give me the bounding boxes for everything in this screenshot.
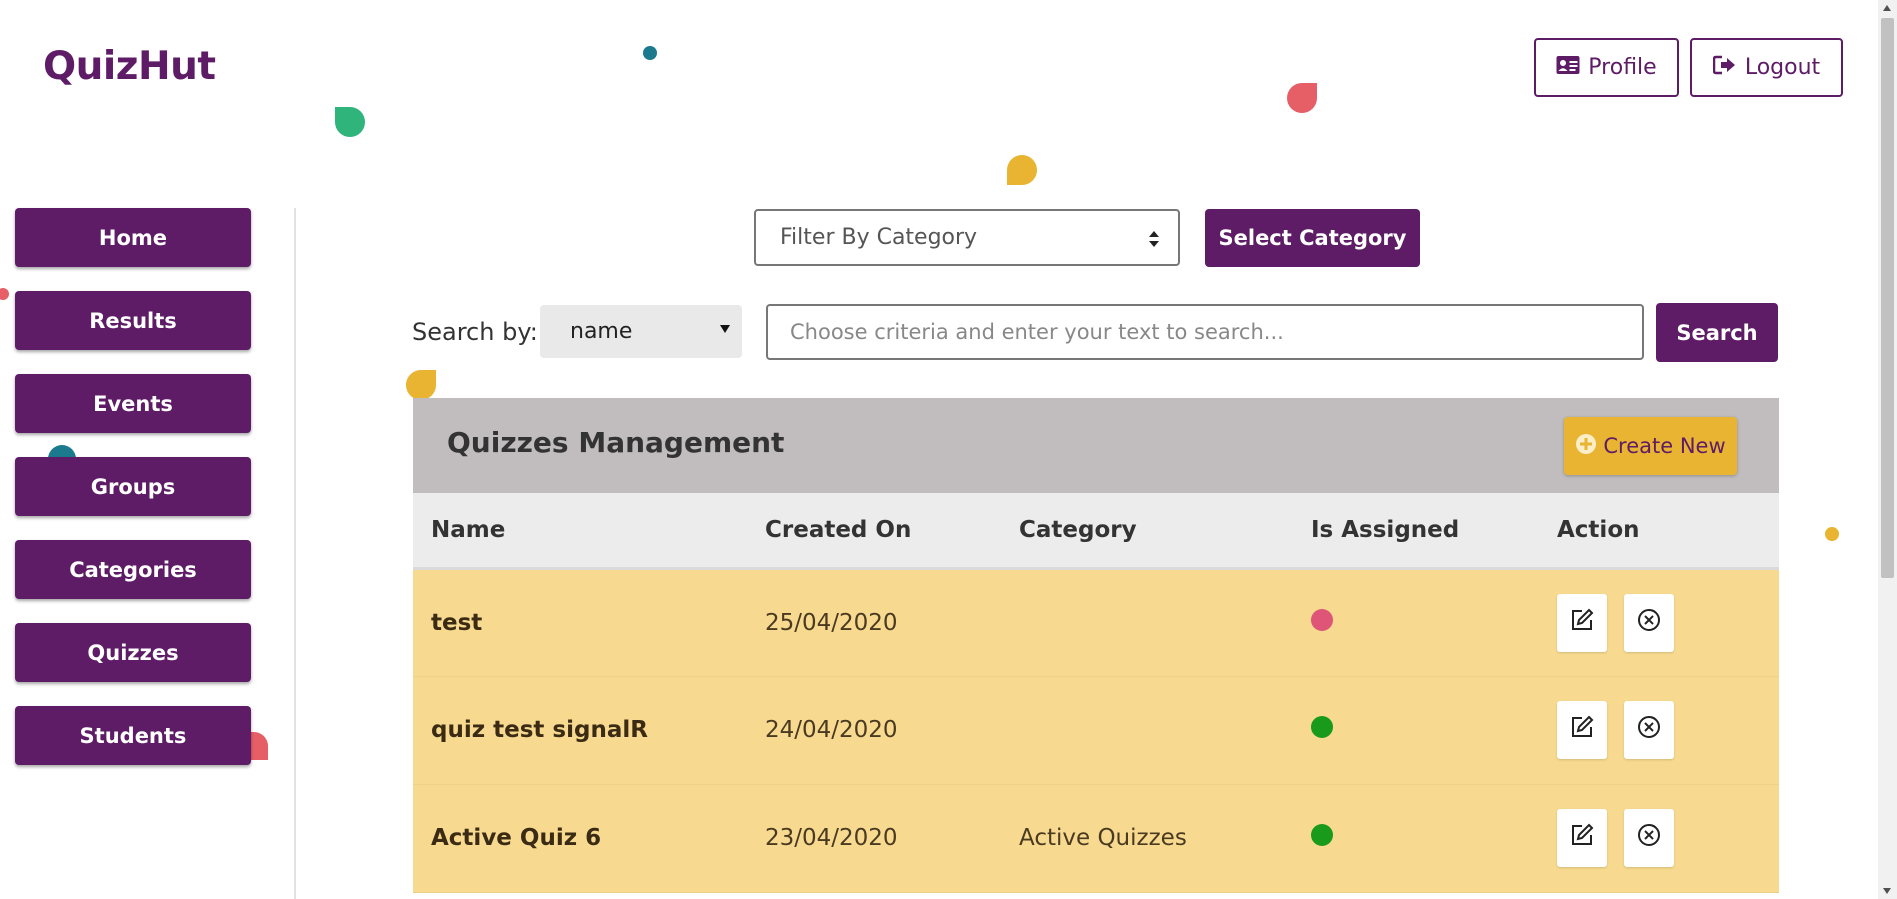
edit-icon — [1569, 714, 1595, 746]
select-category-button[interactable]: Select Category — [1205, 209, 1420, 267]
decorative-drop — [1287, 83, 1317, 113]
quizzes-management-panel: Quizzes Management Create New Name Creat… — [413, 398, 1779, 899]
edit-button[interactable] — [1557, 593, 1607, 652]
quiz-created-on: 25/04/2020 — [765, 609, 898, 636]
quiz-category: Active Quizzes — [1019, 825, 1187, 851]
table-header-row: Name Created On Category Is Assigned Act… — [413, 493, 1779, 568]
assigned-status-dot — [1311, 716, 1333, 738]
quiz-actions — [1539, 784, 1779, 892]
id-card-icon — [1556, 55, 1580, 81]
quiz-is-assigned — [1293, 676, 1539, 784]
profile-button[interactable]: Profile — [1534, 38, 1679, 97]
sidebar-divider — [294, 208, 296, 899]
column-header-created-on[interactable]: Created On — [765, 516, 912, 543]
decorative-drop — [1007, 155, 1037, 185]
delete-button[interactable] — [1624, 809, 1675, 867]
quiz-is-assigned — [1293, 784, 1539, 892]
caret-down-icon — [720, 325, 730, 333]
table-row: quiz test signalR 24/04/2020 — [413, 676, 1779, 784]
column-header-action: Action — [1557, 516, 1640, 543]
logout-button-label: Logout — [1744, 55, 1821, 80]
plus-circle-icon — [1575, 433, 1597, 460]
search-by-label: Search by: — [412, 318, 538, 346]
assigned-status-dot — [1311, 824, 1333, 846]
x-circle-icon — [1636, 714, 1662, 746]
sidebar-item-categories[interactable]: Categories — [15, 540, 251, 599]
decorative-dot — [0, 288, 9, 300]
table-row: test 25/04/2020 — [413, 568, 1779, 676]
column-header-name[interactable]: Name — [431, 516, 506, 543]
panel-title: Quizzes Management — [447, 426, 785, 459]
decorative-drop — [250, 732, 268, 760]
sidebar: Home Results Events Groups Categories Qu… — [15, 208, 252, 789]
quiz-name: quiz test signalR — [431, 717, 648, 743]
scrollbar-thumb[interactable] — [1881, 18, 1894, 578]
sidebar-item-home[interactable]: Home — [15, 208, 251, 267]
scroll-down-icon[interactable] — [1883, 888, 1891, 894]
decorative-drop — [406, 370, 436, 400]
profile-button-label: Profile — [1588, 55, 1657, 80]
quizzes-table: Name Created On Category Is Assigned Act… — [413, 493, 1779, 893]
quiz-category — [1001, 676, 1293, 784]
search-button[interactable]: Search — [1656, 303, 1778, 362]
sidebar-item-results[interactable]: Results — [15, 291, 251, 350]
edit-button[interactable] — [1557, 809, 1607, 867]
search-criteria-value: name — [570, 319, 633, 344]
quiz-is-assigned — [1293, 568, 1539, 676]
create-new-button[interactable]: Create New — [1564, 417, 1737, 475]
brand-logo[interactable]: QuizHut — [43, 44, 216, 89]
decorative-dot — [1825, 527, 1839, 541]
create-new-label: Create New — [1603, 434, 1726, 458]
search-criteria-select[interactable]: name — [540, 305, 742, 358]
x-circle-icon — [1636, 822, 1662, 854]
logout-button[interactable]: Logout — [1690, 38, 1843, 97]
edit-icon — [1569, 607, 1595, 639]
sidebar-item-events[interactable]: Events — [15, 374, 251, 433]
edit-button[interactable] — [1557, 701, 1607, 759]
category-filter-select[interactable]: Filter By Category — [754, 209, 1180, 266]
decorative-dot — [643, 46, 657, 60]
column-header-category[interactable]: Category — [1019, 516, 1137, 543]
sidebar-item-quizzes[interactable]: Quizzes — [15, 623, 251, 682]
quiz-name: test — [431, 609, 483, 636]
delete-button[interactable] — [1624, 701, 1675, 759]
quiz-actions — [1539, 568, 1779, 676]
delete-button[interactable] — [1624, 593, 1675, 652]
quiz-category — [1001, 568, 1293, 676]
search-input[interactable] — [766, 304, 1644, 360]
scroll-up-icon[interactable] — [1883, 5, 1891, 11]
x-circle-icon — [1636, 607, 1662, 639]
edit-icon — [1569, 822, 1595, 854]
sidebar-item-groups[interactable]: Groups — [15, 457, 251, 516]
category-filter-value: Filter By Category — [780, 225, 978, 250]
column-header-is-assigned[interactable]: Is Assigned — [1311, 516, 1460, 543]
sort-arrows-icon — [1148, 229, 1160, 249]
quiz-created-on: 24/04/2020 — [765, 717, 898, 743]
quiz-name: Active Quiz 6 — [431, 825, 602, 851]
panel-header: Quizzes Management Create New — [413, 398, 1779, 493]
decorative-drop — [335, 107, 365, 137]
sign-out-icon — [1712, 55, 1737, 81]
decorative-dot — [48, 445, 76, 460]
sidebar-item-students[interactable]: Students — [15, 706, 251, 765]
page-scrollbar[interactable] — [1878, 0, 1897, 899]
table-row: Active Quiz 6 23/04/2020 Active Quizzes — [413, 784, 1779, 892]
quiz-created-on: 23/04/2020 — [765, 825, 898, 851]
quiz-actions — [1539, 676, 1779, 784]
assigned-status-dot — [1311, 608, 1333, 631]
